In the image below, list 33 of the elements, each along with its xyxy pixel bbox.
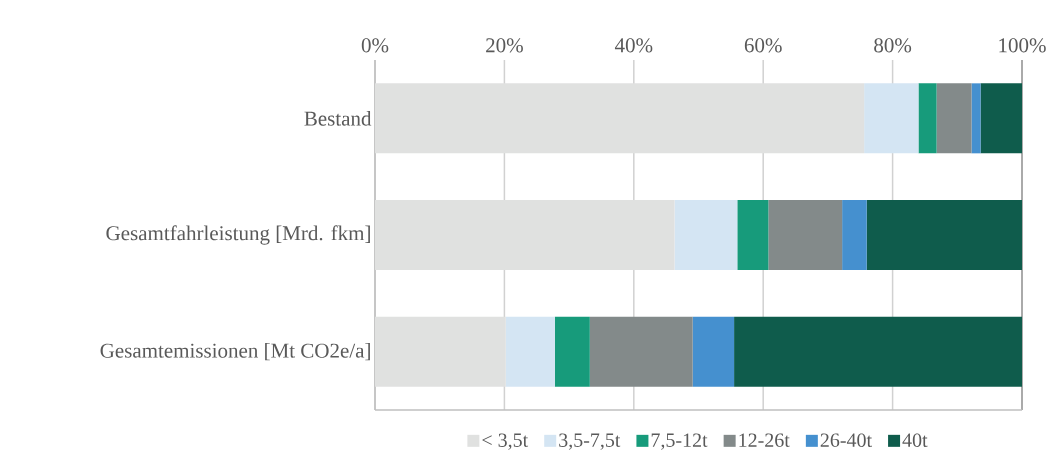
bar [842,200,867,270]
bar [589,316,693,387]
legend-label: 3,5-7,5t [559,433,621,450]
x-tick-label: 80% [874,38,912,53]
bar [505,316,555,387]
bar [375,200,675,270]
bar [971,83,981,154]
bar [692,316,735,387]
bar [866,200,1022,270]
bar [674,200,738,270]
legend-label: 26-40t [820,433,872,447]
x-tick-label: 40% [614,38,653,53]
x-tick-label: 20% [486,38,523,53]
bar [375,83,865,154]
bar [980,83,1022,154]
legend-label: 12-26t [739,433,790,447]
bar [554,316,590,387]
bar [864,83,919,154]
y-tick-label: Gesamtfahrleistung [Mrd. fkm] [106,225,370,245]
y-tick-label: Gesamtemissionen [Mt CO2e/a] [100,342,370,361]
bar [375,316,506,387]
bar [734,316,1022,387]
bar [768,200,843,270]
x-tick-label: 60% [744,38,782,53]
bar [737,200,769,270]
x-tick-label: 100% [999,38,1046,53]
bar [936,83,972,154]
legend-label: 40t [902,433,928,447]
legend-label: 7,5-12t [651,433,708,450]
x-tick-label: 0% [361,38,389,53]
legend-label: < 3,5t [482,433,529,450]
y-tick-label: Bestand [304,110,372,126]
bar [918,83,937,154]
